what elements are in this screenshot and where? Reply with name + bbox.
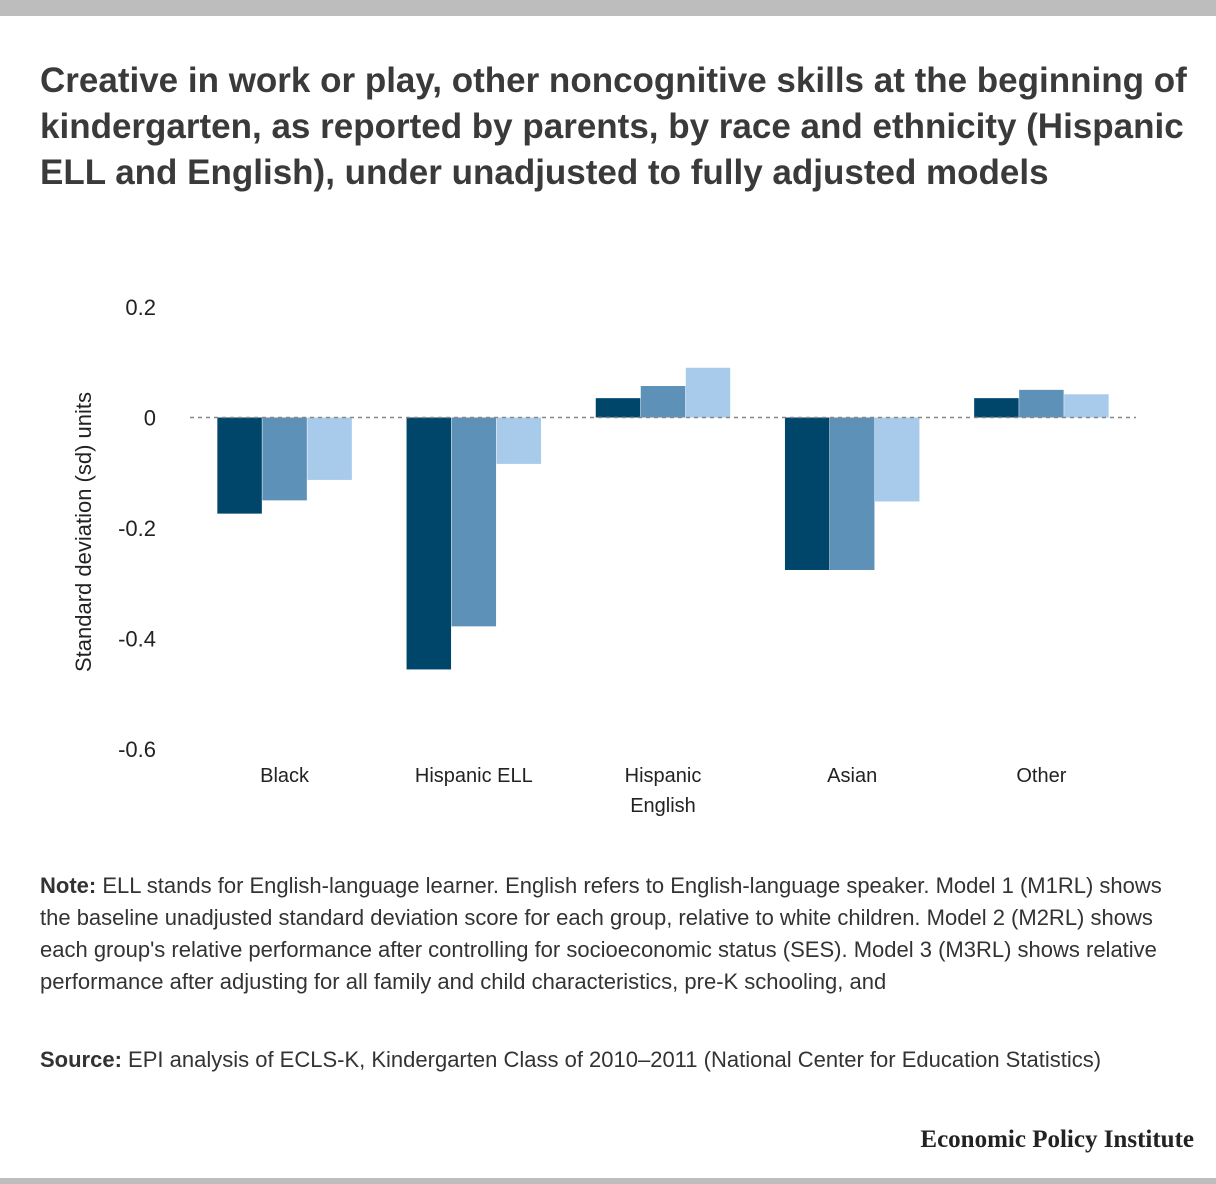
x-tick-label: Black [260, 765, 310, 787]
bar [784, 417, 830, 570]
bar [1064, 394, 1109, 418]
bar [406, 417, 452, 670]
x-tick-label: English [630, 795, 696, 817]
bar [307, 417, 352, 480]
brand-logo: Economic Policy Institute [920, 1126, 1194, 1153]
bar [640, 386, 686, 418]
bar [217, 417, 262, 514]
source-text: EPI analysis of ECLS-K, Kindergarten Cla… [128, 1047, 1102, 1072]
y-tick-label: 0 [144, 406, 156, 431]
bar [262, 417, 307, 501]
bar [829, 417, 875, 570]
bar [1019, 389, 1064, 418]
chart-title: Creative in work or play, other noncogni… [40, 61, 1187, 192]
y-tick-label: -0.2 [118, 516, 156, 541]
note-label: Note: [40, 873, 97, 898]
note-text: ELL stands for English-language learner.… [40, 873, 1162, 994]
bar [451, 417, 497, 627]
top-border [0, 0, 1216, 16]
bar [874, 417, 920, 502]
y-axis-label: Standard deviation (sd) units [71, 392, 96, 672]
y-tick-label: 0.2 [125, 295, 156, 320]
y-tick-label: -0.4 [118, 627, 156, 652]
x-tick-label: Other [1016, 765, 1066, 787]
bottom-border [0, 1178, 1216, 1184]
x-tick-label: Hispanic ELL [415, 765, 533, 787]
x-tick-label: Asian [827, 765, 877, 787]
bar [974, 398, 1019, 418]
bar-chart: Standard deviation (sd) units 0.2 0 -0.2 -0.… [71, 295, 1136, 817]
y-tick-label: -0.6 [118, 737, 156, 762]
source-label: Source: [40, 1047, 122, 1072]
x-tick-label: Hispanic [625, 765, 702, 787]
bar [685, 367, 731, 418]
bar [595, 398, 641, 418]
chart-source: Source: EPI analysis of ECLS-K, Kinderga… [40, 1044, 1180, 1076]
chart-note: Note: ELL stands for English-language le… [40, 870, 1180, 998]
bar [496, 417, 542, 464]
